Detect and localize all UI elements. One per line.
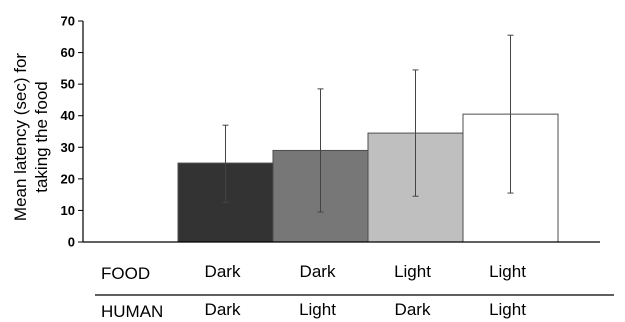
y-tick-label: 30: [61, 140, 75, 155]
y-tick-label: 70: [61, 14, 75, 29]
plot-area: 0 10 20 30 40 50 60 70: [61, 14, 600, 250]
condition-row-food: FOOD Dark Dark Light Light: [101, 262, 526, 283]
error-bar-4: [507, 34, 514, 194]
y-axis-label: Mean latency (sec) for taking the food: [11, 53, 51, 222]
error-bar-3: [412, 69, 419, 197]
condition-row-label: HUMAN: [101, 302, 163, 321]
y-tick-label: 40: [61, 108, 75, 123]
condition-row-label: FOOD: [101, 264, 150, 283]
condition-value: Light: [394, 262, 431, 281]
condition-table: FOOD Dark Dark Light Light HUMAN Dark Light Dark…: [95, 262, 614, 321]
condition-value: Dark: [205, 300, 241, 319]
condition-value: Dark: [300, 262, 336, 281]
condition-value: Dark: [205, 262, 241, 281]
y-axis-label-line-1: Mean latency (sec) for: [11, 53, 30, 222]
y-axis-label-line-2: taking the food: [32, 81, 51, 193]
y-tick-label: 50: [61, 77, 75, 92]
y-tick-label: 60: [61, 45, 75, 60]
error-bar-1: [222, 124, 229, 204]
error-bar-2: [317, 88, 324, 213]
condition-value: Light: [489, 300, 526, 319]
condition-value: Light: [489, 262, 526, 281]
y-tick-label: 0: [68, 235, 75, 250]
y-tick-label: 20: [61, 171, 75, 186]
condition-value: Dark: [395, 300, 431, 319]
y-tick-label: 10: [61, 203, 75, 218]
condition-row-human: HUMAN Dark Light Dark Light: [101, 300, 526, 321]
condition-value: Light: [299, 300, 336, 319]
